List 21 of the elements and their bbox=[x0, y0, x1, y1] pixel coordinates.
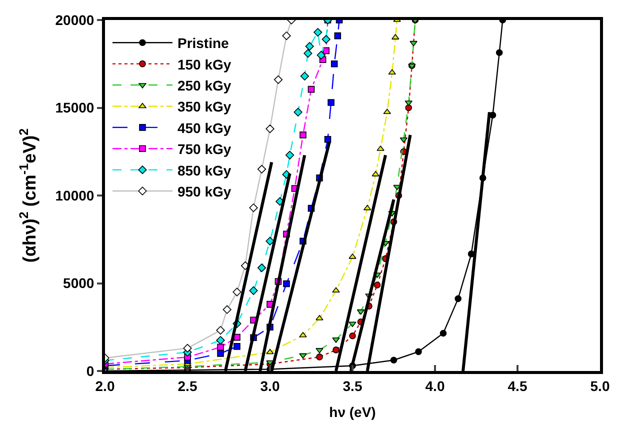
legend-label: Pristine bbox=[177, 35, 230, 52]
x-tick-label: 3.0 bbox=[260, 378, 280, 394]
legend-label: 950 kGy bbox=[177, 183, 232, 200]
x-axis-title: hν (eV) bbox=[329, 404, 376, 420]
y-tick-label: 20000 bbox=[55, 12, 94, 28]
legend-label: 150 kGy bbox=[177, 56, 232, 72]
legend-label: 750 kGy bbox=[177, 141, 232, 158]
legend-label: 250 kGy bbox=[177, 77, 232, 94]
y-tick-label: 10000 bbox=[55, 187, 94, 204]
legend-label: 850 kGy bbox=[177, 162, 232, 178]
x-tick-label: 2.0 bbox=[95, 378, 115, 394]
x-tick-label: 5.0 bbox=[590, 378, 610, 394]
y-tick-label: 0 bbox=[86, 362, 94, 379]
legend-label: 450 kGy bbox=[177, 120, 232, 136]
y-tick-label: 5000 bbox=[63, 275, 94, 292]
x-tick-label: 4.0 bbox=[425, 378, 445, 394]
legend-label: 350 kGy bbox=[177, 98, 232, 115]
x-tick-label: 2.5 bbox=[178, 378, 198, 394]
x-tick-label: 3.5 bbox=[342, 378, 362, 394]
x-tick-label: 4.5 bbox=[508, 378, 528, 394]
y-tick-label: 15000 bbox=[55, 100, 94, 116]
